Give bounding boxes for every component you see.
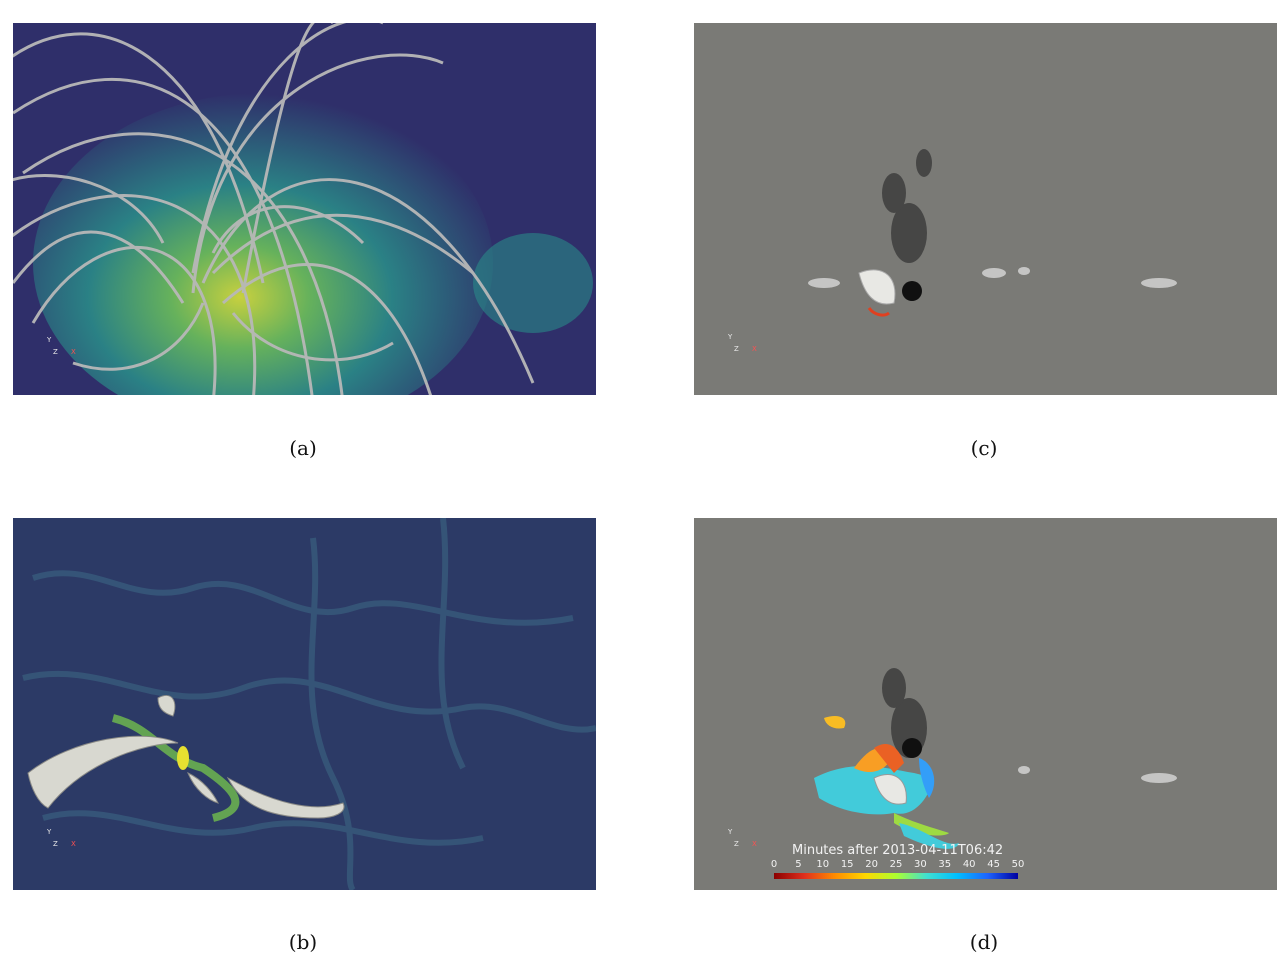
- caption-a: (a): [289, 436, 317, 460]
- colorbar-tick: 50: [1011, 859, 1025, 870]
- axis-triad: Y Z X: [43, 828, 83, 858]
- colorbar-ticks: 0 5 10 15 20 25 30 35 40 45 50: [770, 859, 1025, 871]
- caption-b: (b): [288, 930, 318, 954]
- colorbar-tick: 40: [962, 859, 976, 870]
- caption-c: (c): [970, 436, 998, 460]
- axis-x-label: X: [71, 840, 76, 848]
- panel-d-image: Y Z X Minutes after 2013-04-11T06:42 0 5 1…: [694, 518, 1277, 890]
- axis-z-label: Z: [734, 840, 739, 848]
- colorbar-tick: 15: [840, 859, 854, 870]
- colorbar-gradient: [774, 873, 1018, 879]
- axis-z-label: Z: [53, 840, 58, 848]
- time-colorbar: Minutes after 2013-04-11T06:42 0 5 10 15 20 2…: [770, 843, 1025, 888]
- axis-y-label: Y: [728, 333, 733, 341]
- axis-x-label: X: [752, 345, 757, 353]
- axis-z-label: Z: [53, 348, 58, 356]
- colorbar-tick: 0: [770, 859, 778, 870]
- panel-a-image: Y Z X: [13, 23, 596, 395]
- colorbar-tick: 25: [889, 859, 903, 870]
- axis-x-label: X: [71, 348, 76, 356]
- panel-b-image: Y Z X: [13, 518, 596, 890]
- colorbar-tick: 10: [816, 859, 830, 870]
- colorbar-tick: 5: [795, 859, 802, 870]
- axis-y-label: Y: [47, 828, 52, 836]
- axis-triad: Y Z X: [724, 828, 764, 858]
- axis-y-label: Y: [728, 828, 733, 836]
- axis-y-label: Y: [47, 336, 52, 344]
- axis-triad: Y Z X: [43, 336, 83, 366]
- colorbar-tick: 45: [987, 859, 1000, 870]
- axis-z-label: Z: [734, 345, 739, 353]
- axis-x-label: X: [752, 840, 757, 848]
- axis-triad: Y Z X: [724, 333, 764, 363]
- panel-c-image: Y Z X: [694, 23, 1277, 395]
- colorbar-tick: 35: [938, 859, 952, 870]
- caption-d: (d): [969, 930, 999, 954]
- colorbar-title: Minutes after 2013-04-11T06:42: [792, 843, 1004, 858]
- colorbar-tick: 30: [914, 859, 927, 870]
- colorbar-tick: 20: [865, 859, 878, 870]
